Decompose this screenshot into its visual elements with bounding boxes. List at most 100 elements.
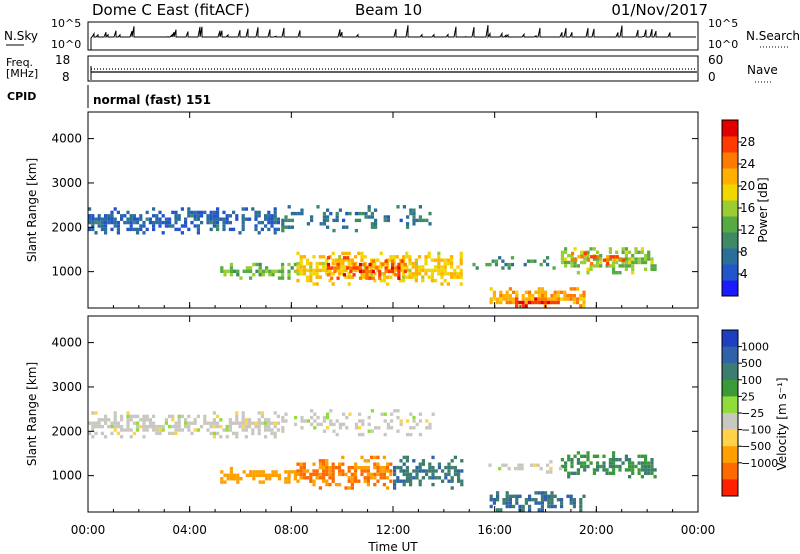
velocity-cell-r0 bbox=[251, 431, 255, 436]
power-cell-r0 bbox=[257, 214, 261, 218]
power-cell-r7 bbox=[628, 260, 632, 265]
velocity-cell-r0 bbox=[254, 421, 258, 425]
power-cell-r1 bbox=[409, 208, 413, 212]
velocity-cell-r7 bbox=[517, 463, 521, 467]
velocity-cell-r2 bbox=[271, 473, 275, 477]
power-cell-r3 bbox=[456, 275, 460, 279]
power-cell-r3 bbox=[424, 268, 428, 273]
velocity-cell-r1 bbox=[390, 426, 394, 430]
power-cell-r0 bbox=[206, 217, 210, 221]
power-cell-r3 bbox=[398, 278, 402, 283]
velocity-cell-r4 bbox=[447, 472, 451, 477]
power-cell-r3 bbox=[427, 268, 431, 273]
velocity-cell-r4 bbox=[409, 476, 413, 480]
power-cell-r5 bbox=[496, 300, 500, 305]
velocity-cell-r0 bbox=[161, 428, 165, 432]
velocity-cell-r0 bbox=[244, 424, 248, 429]
velocity-cell-r0 bbox=[94, 431, 98, 436]
power-cell-r2 bbox=[229, 262, 233, 267]
power-cell-r3 bbox=[418, 272, 422, 276]
power-cell-r9 bbox=[533, 259, 537, 263]
power-cell-r1 bbox=[306, 222, 310, 226]
power-cell-r8 bbox=[570, 258, 575, 262]
power-cell-r2 bbox=[220, 266, 224, 270]
velocity-cell-r0 bbox=[91, 411, 95, 415]
velocity-cell-r4 bbox=[421, 476, 425, 480]
power-cell-r0 bbox=[97, 214, 101, 218]
velocity-cell-r5 bbox=[524, 501, 528, 505]
velocity-cell-r3 bbox=[315, 476, 319, 480]
velocity-cell-r0 bbox=[104, 418, 108, 422]
power-cell-r0 bbox=[97, 217, 101, 221]
power-cell-r1 bbox=[428, 222, 432, 226]
velocity-cell-r0 bbox=[174, 421, 178, 425]
power-cell-r1 bbox=[316, 205, 320, 209]
velocity-cell-r0 bbox=[129, 428, 133, 432]
power-cell-r3 bbox=[363, 255, 367, 259]
power-cell-r3 bbox=[414, 278, 418, 283]
velocity-cell-r2 bbox=[268, 473, 272, 477]
power-cell-r3 bbox=[459, 261, 463, 266]
time-tick-label: 16:00 bbox=[477, 523, 512, 537]
velocity-cell-r0 bbox=[180, 414, 184, 419]
power-cell-r6 bbox=[547, 300, 551, 305]
velocity-cell-r2 bbox=[229, 477, 233, 481]
velocity-cell-r3 bbox=[386, 476, 390, 480]
power-cell-r0 bbox=[107, 220, 111, 225]
power-cell-r0 bbox=[184, 224, 188, 228]
velocity-cell-r6 bbox=[570, 458, 574, 462]
power-cell-r3 bbox=[318, 275, 322, 279]
velocity-cell-r0 bbox=[241, 411, 245, 415]
velocity-cell-r0 bbox=[142, 428, 146, 432]
velocity-cell-r4 bbox=[457, 469, 461, 473]
power-cell-r7 bbox=[650, 260, 654, 265]
power-cell-r3 bbox=[408, 268, 412, 273]
velocity-cell-r1 bbox=[310, 409, 314, 413]
velocity-cell-r0 bbox=[145, 428, 149, 432]
power-cell-r4 bbox=[330, 266, 334, 270]
power-cell-r3 bbox=[430, 272, 434, 276]
velocity-cell-r4 bbox=[393, 465, 397, 470]
velocity-cell-r3 bbox=[386, 486, 390, 490]
power-cell-r0 bbox=[177, 217, 181, 221]
power-cell-r7 bbox=[599, 257, 603, 261]
power-cell-r0 bbox=[171, 224, 175, 228]
velocity-cell-r2 bbox=[287, 470, 291, 474]
power-cell-r6 bbox=[515, 297, 519, 301]
power-cell-r3 bbox=[459, 268, 463, 273]
velocity-cell-r0 bbox=[177, 428, 181, 432]
power-cell-r5 bbox=[499, 297, 503, 301]
power-cell-r0 bbox=[225, 214, 229, 218]
power-cell-r5 bbox=[537, 287, 541, 291]
power-cell-r2 bbox=[226, 269, 230, 273]
power-cell-r0 bbox=[161, 214, 165, 218]
velocity-cell-r6 bbox=[612, 461, 616, 465]
power-cell-r3 bbox=[430, 268, 434, 273]
velocity-cell-r3 bbox=[325, 459, 329, 463]
velocity-cell-r4 bbox=[415, 476, 419, 480]
power-cell-r5 bbox=[524, 290, 528, 294]
velocity-cell-r6 bbox=[576, 458, 580, 462]
power-cell-r2 bbox=[281, 266, 285, 270]
velocity-cell-r0 bbox=[113, 421, 117, 425]
velocity-cell-r0 bbox=[126, 418, 130, 422]
velocity-cell-r4 bbox=[434, 469, 438, 473]
velocity-cell-r6 bbox=[560, 464, 564, 469]
velocity-cell-r2 bbox=[284, 480, 288, 484]
velocity-cell-r0 bbox=[126, 421, 130, 425]
power-cell-r3 bbox=[341, 258, 345, 262]
power-cell-r2 bbox=[245, 266, 249, 270]
power-cell-r7 bbox=[560, 260, 564, 265]
velocity-cell-r0 bbox=[139, 418, 143, 422]
power-cell-r1 bbox=[396, 205, 400, 209]
power-cell-r1 bbox=[326, 218, 330, 223]
velocity-cell-r6 bbox=[640, 475, 644, 479]
velocity-cell-r6 bbox=[602, 464, 606, 469]
velocity-cell-r0 bbox=[190, 431, 194, 436]
power-cell-r2 bbox=[271, 273, 275, 277]
power-cell-r0 bbox=[113, 224, 117, 228]
power-cell-r3 bbox=[402, 261, 406, 266]
power-cell-r0 bbox=[190, 210, 194, 215]
velocity-cell-r3 bbox=[382, 476, 386, 480]
power-cell-r9 bbox=[475, 266, 479, 270]
